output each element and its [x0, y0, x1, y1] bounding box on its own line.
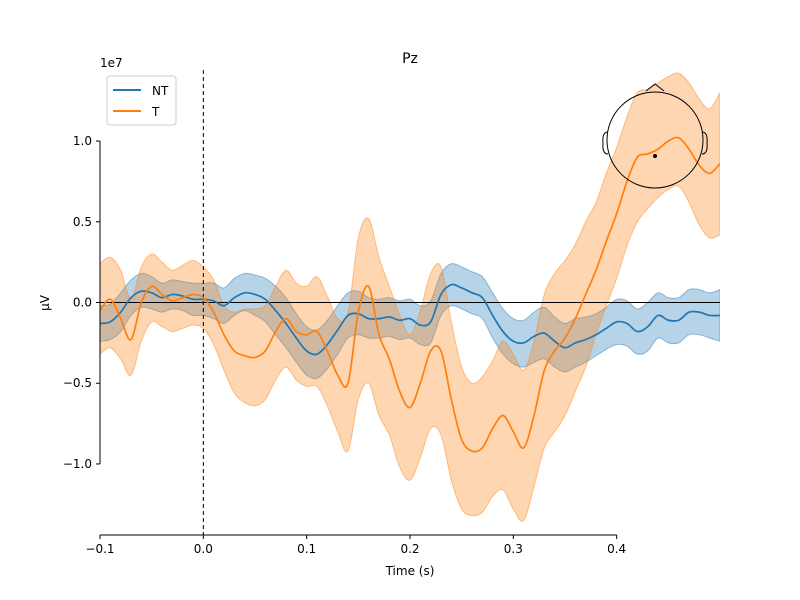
band-nt [100, 263, 720, 380]
x-tick-label: 0.1 [297, 542, 316, 556]
x-tick-label: 0.4 [607, 542, 626, 556]
series-line-nt [100, 283, 720, 356]
head-outline-icon [606, 91, 704, 189]
y-scale-label: 1e7 [100, 56, 123, 70]
y-axis-label: µV [38, 294, 52, 311]
y-tick-label: 0.0 [73, 296, 92, 310]
y-tick-label: −0.5 [63, 376, 92, 390]
legend-box [106, 75, 177, 126]
x-tick-label: 0.2 [400, 542, 419, 556]
x-tick-label: −0.1 [85, 542, 114, 556]
head-nose-icon [645, 83, 665, 92]
legend-label-t: T [151, 105, 160, 119]
x-tick-label: 0.3 [504, 542, 523, 556]
head-right-ear-icon [701, 131, 708, 155]
y-tick-label: −1.0 [63, 457, 92, 471]
sensor-pz-dot-icon [653, 154, 657, 158]
band-t [100, 72, 720, 522]
head-left-ear-icon [602, 131, 609, 155]
y-tick-label: 1.0 [73, 134, 92, 148]
sensor-head-inset [602, 83, 708, 189]
chart-title: Pz [402, 51, 418, 67]
axes: −0.1 0.0 0.1 0.2 0.3 0.4 −1.0 −0.5 0.0 0.5 1.0 [63, 134, 626, 556]
legend-label-nt: NT [152, 84, 169, 98]
y-tick-label: 0.5 [73, 215, 92, 229]
x-tick-label: 0.0 [194, 542, 213, 556]
legend: NT T [106, 75, 177, 126]
confidence-bands [100, 72, 720, 522]
x-axis-label: Time (s) [385, 564, 435, 578]
series-line-t [100, 136, 720, 453]
series-lines [100, 136, 720, 453]
